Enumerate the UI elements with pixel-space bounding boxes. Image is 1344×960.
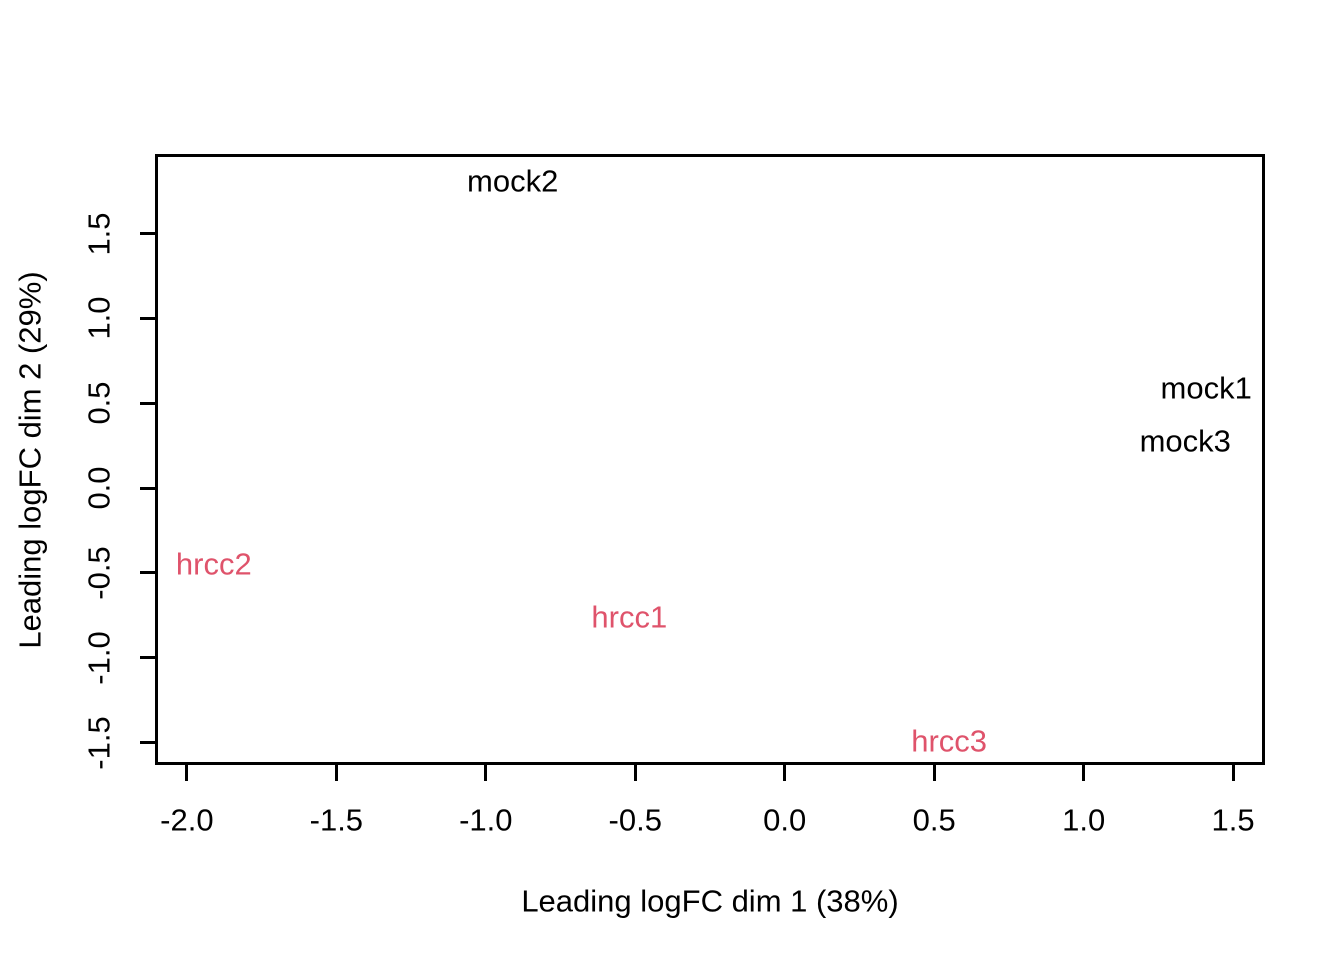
x-axis-tick-label: 0.0 <box>763 802 807 838</box>
sample-label-mock1: mock1 <box>1160 370 1252 406</box>
y-axis-tick-label: -1.5 <box>81 715 117 770</box>
x-axis-tick-label: 1.0 <box>1062 802 1106 838</box>
y-axis-tick-label: 0.5 <box>81 381 117 425</box>
plot-area <box>155 154 1265 765</box>
y-axis-tick <box>140 232 157 236</box>
sample-label-hrcc2: hrcc2 <box>175 546 252 582</box>
x-axis-tick-label: -1.5 <box>309 802 364 838</box>
y-axis-tick <box>140 656 157 660</box>
x-axis-tick <box>932 764 936 781</box>
sample-label-mock3: mock3 <box>1139 423 1231 459</box>
sample-label-hrcc1: hrcc1 <box>591 599 668 635</box>
x-axis-tick-label: -1.0 <box>459 802 513 838</box>
y-axis-tick-label: 0.0 <box>81 466 117 510</box>
sample-label-hrcc3: hrcc3 <box>911 723 988 759</box>
x-axis-title: Leading logFC dim 1 (38%) <box>521 883 899 919</box>
x-axis-tick <box>1082 764 1086 781</box>
x-axis-tick-label: -0.5 <box>608 802 662 838</box>
x-axis-tick <box>1231 764 1235 781</box>
x-axis-tick <box>633 764 637 781</box>
x-axis-tick <box>185 764 189 781</box>
y-axis-title: Leading logFC dim 2 (29%) <box>12 271 48 649</box>
y-axis-tick <box>140 401 157 405</box>
y-axis-tick <box>140 316 157 320</box>
x-axis-tick <box>783 764 787 781</box>
x-axis-tick-label: -2.0 <box>160 802 214 838</box>
x-axis-tick <box>334 764 338 781</box>
y-axis-tick-label: 1.5 <box>81 211 117 256</box>
x-axis-tick <box>484 764 488 781</box>
sample-label-mock2: mock2 <box>467 163 559 199</box>
y-axis-tick <box>140 741 157 745</box>
y-axis-tick-label: -1.0 <box>81 631 117 685</box>
y-axis-tick <box>140 486 157 490</box>
y-axis-tick <box>140 571 157 575</box>
y-axis-tick-label: 1.0 <box>81 296 117 340</box>
x-axis-tick-label: 1.5 <box>1211 802 1255 838</box>
x-axis-tick-label: 0.5 <box>912 802 956 838</box>
y-axis-tick-label: -0.5 <box>81 546 117 600</box>
